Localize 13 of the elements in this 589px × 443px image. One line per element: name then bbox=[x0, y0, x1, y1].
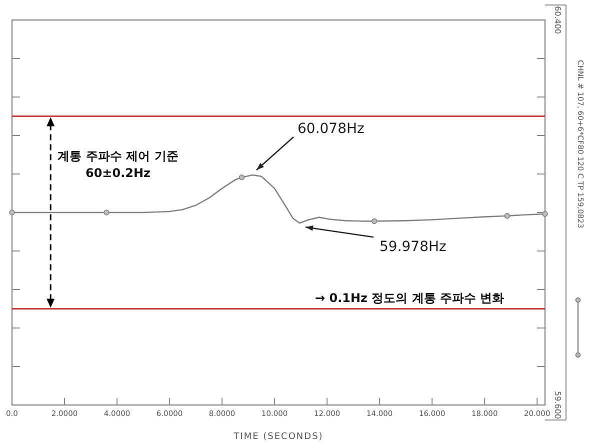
annotation: 계통 주파수 제어 기준 60±0.2Hz bbox=[58, 149, 178, 180]
x-axis-title: TIME (SECONDS) bbox=[232, 432, 324, 442]
point bbox=[542, 211, 548, 217]
y-tick-label: 60.400 bbox=[553, 6, 562, 34]
point bbox=[238, 174, 245, 180]
point bbox=[104, 210, 110, 216]
y-tick-label: 59.600 bbox=[553, 391, 562, 419]
annotation: 60.078Hz bbox=[298, 120, 364, 137]
annotation: 59.978Hz bbox=[380, 239, 446, 256]
point bbox=[371, 218, 378, 224]
point bbox=[9, 210, 15, 216]
annotation: → 0.1Hz 정도의 계통 주파수 변화 bbox=[315, 291, 504, 305]
point bbox=[504, 212, 510, 219]
